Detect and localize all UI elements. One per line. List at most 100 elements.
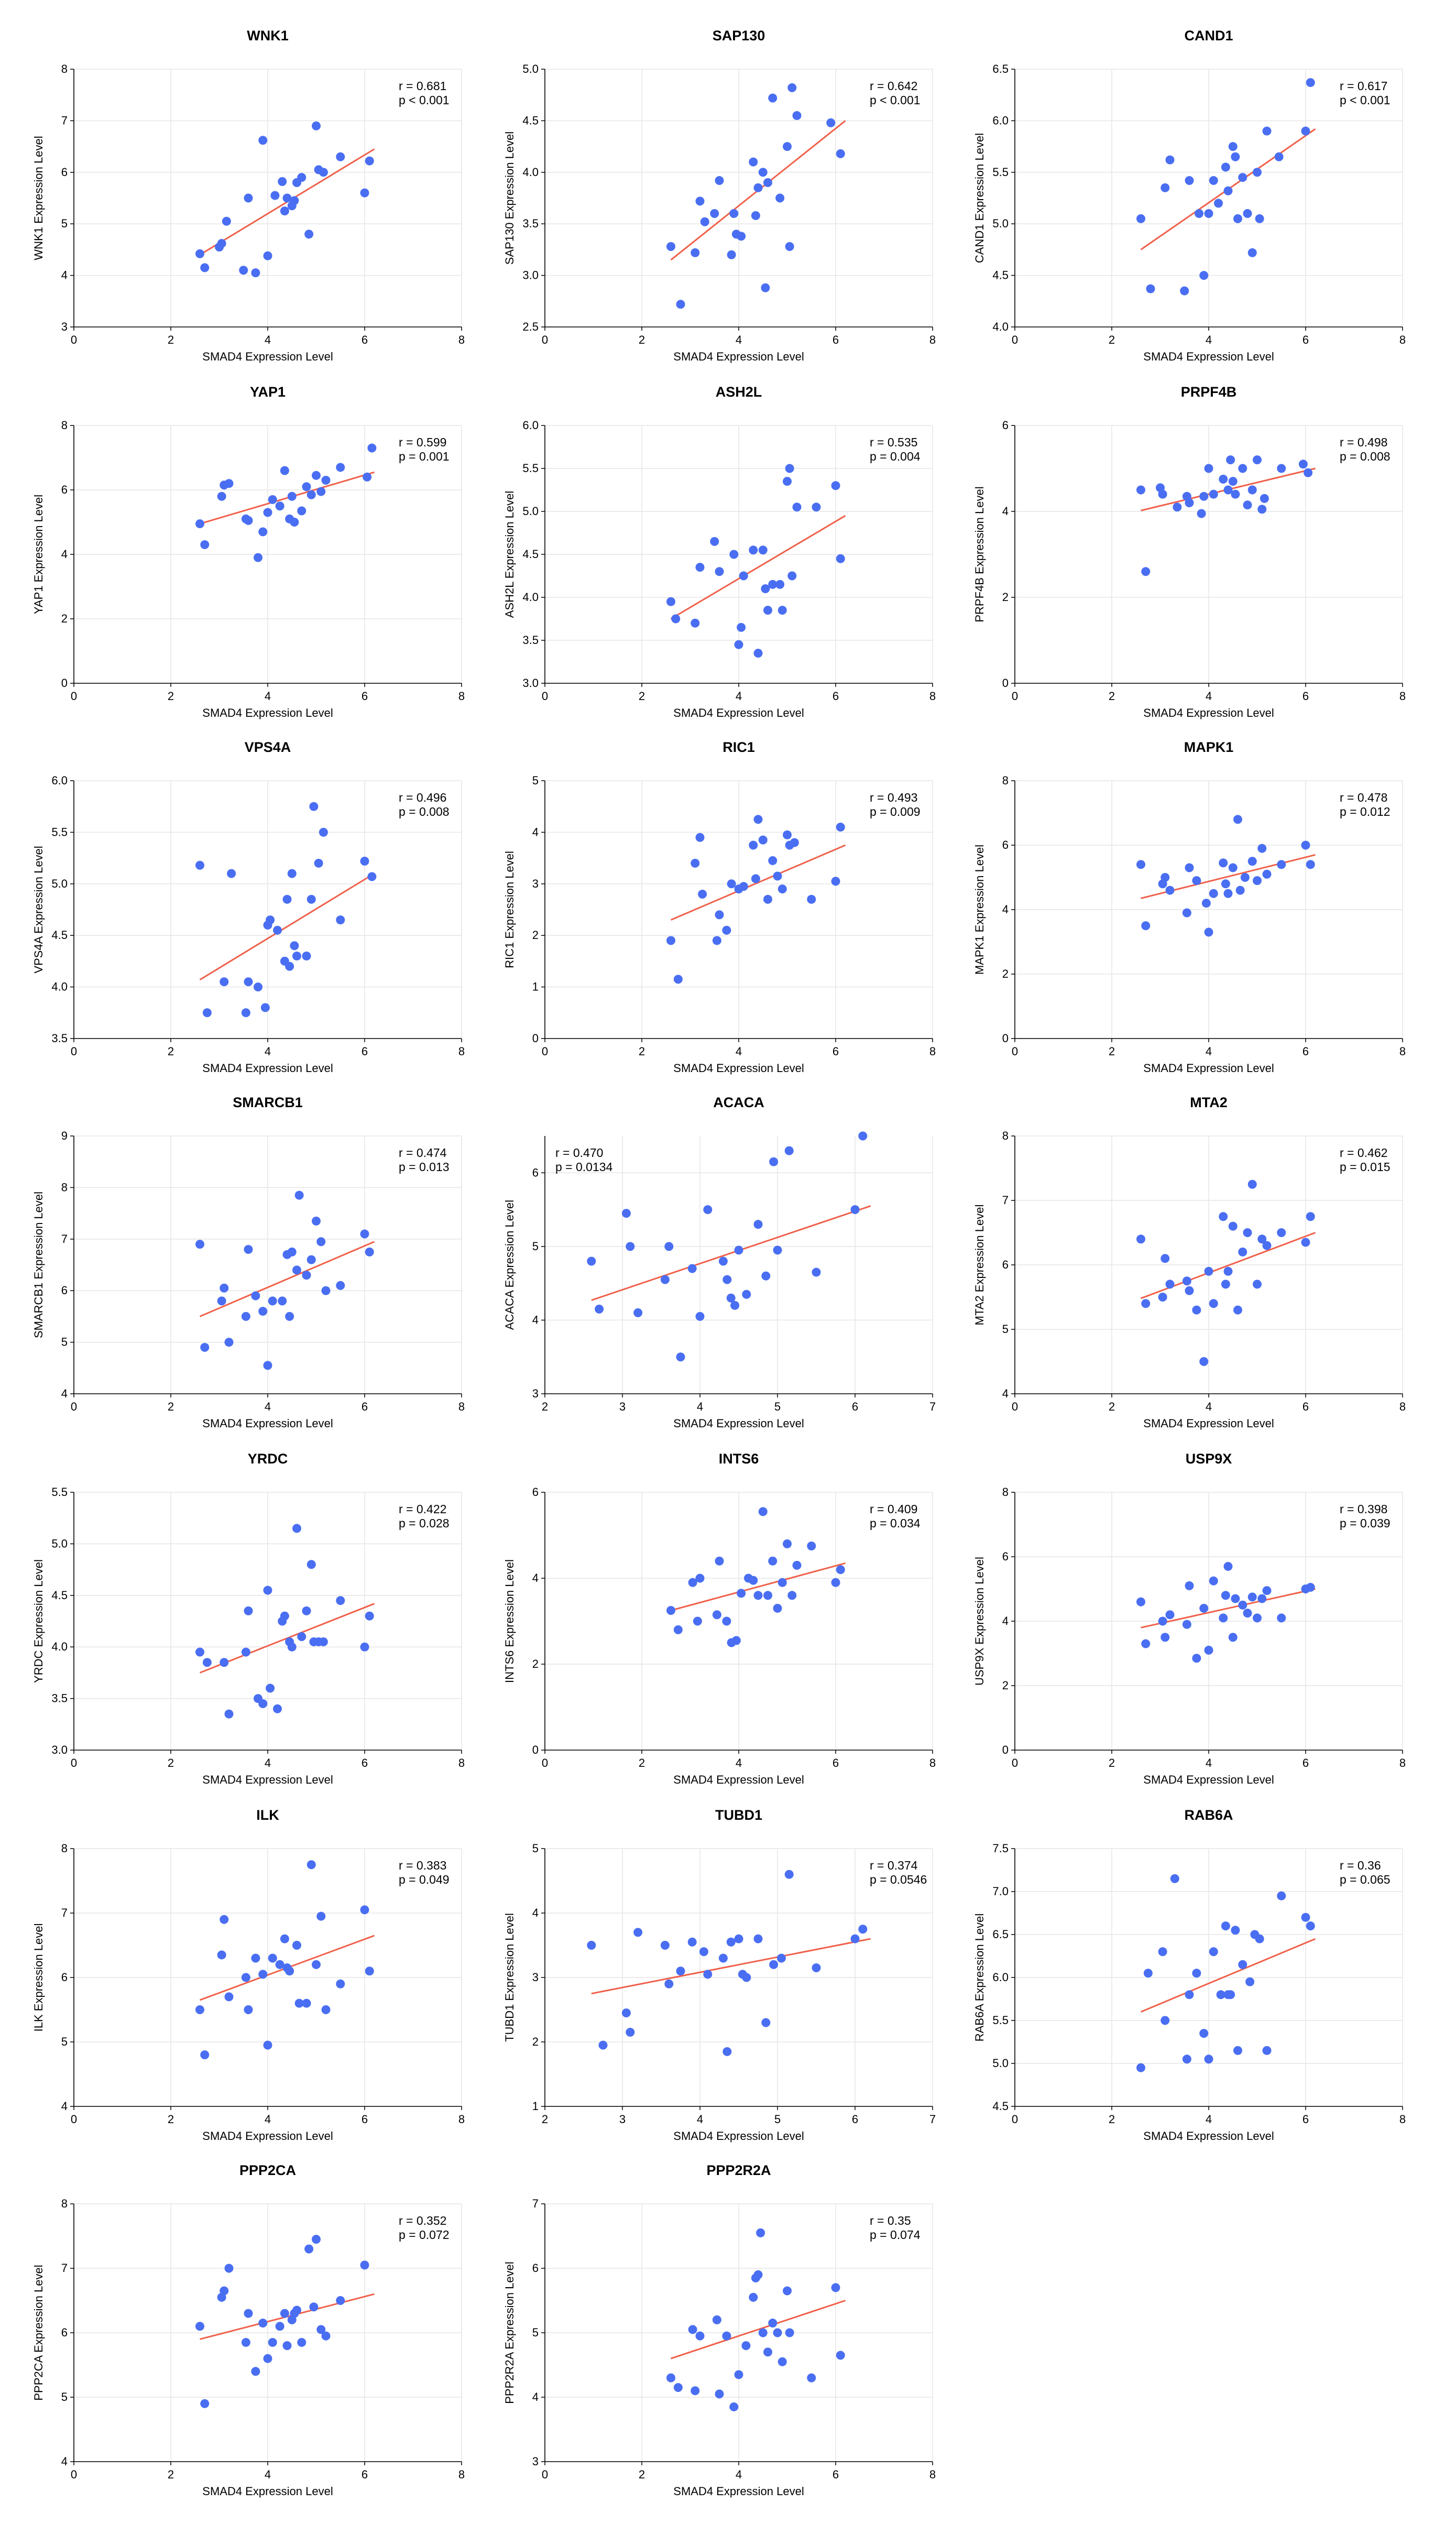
x-tick-label: 6 — [833, 1045, 839, 1058]
y-tick-label: 5.0 — [522, 505, 539, 518]
data-point — [666, 1606, 675, 1615]
data-point — [312, 1960, 321, 1969]
y-tick-label: 5 — [61, 217, 68, 230]
data-point — [695, 833, 705, 842]
data-point — [217, 1296, 226, 1306]
data-point — [251, 2367, 260, 2376]
x-axis-label: SMAD4 Expression Level — [1143, 1773, 1274, 1786]
y-tick-label: 5.5 — [992, 2014, 1009, 2027]
x-tick-label: 2 — [639, 333, 645, 346]
r-value-label: r = 0.474 — [399, 1146, 447, 1160]
data-point — [360, 2260, 369, 2270]
x-tick-label: 4 — [1206, 2113, 1212, 2126]
data-point — [1219, 858, 1228, 868]
data-point — [1199, 271, 1209, 280]
x-tick-label: 2 — [1109, 1756, 1115, 1769]
y-tick-label: 5 — [532, 2326, 539, 2339]
data-point — [1136, 860, 1145, 869]
r-value-label: r = 0.409 — [870, 1502, 917, 1516]
x-tick-label: 4 — [1206, 1400, 1212, 1413]
y-tick-label: 4 — [532, 1906, 539, 1919]
x-tick-label: 2 — [639, 1045, 645, 1058]
r-value-label: r = 0.352 — [399, 2214, 446, 2227]
x-tick-label: 6 — [1302, 2113, 1309, 2126]
chart-title: VPS4A — [245, 739, 291, 755]
y-axis-label: MAPK1 Expression Level — [973, 845, 986, 975]
data-point — [304, 230, 314, 239]
y-tick-label: 3.5 — [51, 1692, 68, 1705]
data-point — [1221, 879, 1230, 889]
data-point — [729, 2402, 739, 2411]
r-value-label: r = 0.374 — [870, 1859, 918, 1872]
y-tick-label: 5.0 — [51, 1537, 68, 1550]
data-point — [753, 1591, 763, 1600]
x-tick-label: 2 — [168, 2113, 174, 2126]
data-point — [621, 2008, 631, 2018]
data-point — [321, 476, 331, 485]
y-tick-label: 5.5 — [51, 825, 68, 838]
x-axis-label: SMAD4 Expression Level — [202, 1062, 333, 1075]
y-tick-label: 4 — [61, 1387, 68, 1400]
x-tick-label: 4 — [265, 1756, 271, 1769]
data-point — [195, 2322, 204, 2331]
data-point — [241, 1647, 250, 1657]
x-axis-label: SMAD4 Expression Level — [202, 2485, 333, 2498]
data-point — [1221, 1280, 1230, 1289]
data-point — [756, 2228, 765, 2237]
data-point — [778, 1578, 787, 1587]
y-axis-label: YRDC Expression Level — [32, 1559, 45, 1683]
data-point — [304, 2244, 314, 2254]
data-point — [316, 2325, 326, 2334]
panel-ash2l: 0 2 4 6 8 3.0 3.5 4.0 4.5 5.0 5.5 6.0 ASH2L SMAD4 Exp… — [503, 384, 936, 719]
data-point — [783, 142, 792, 151]
x-tick-label: 4 — [736, 1045, 742, 1058]
p-value-label: p = 0.072 — [399, 2228, 450, 2242]
y-tick-label: 4 — [61, 269, 68, 282]
p-value-label: p < 0.001 — [399, 93, 450, 107]
y-tick-label: 8 — [61, 1842, 68, 1855]
data-point — [812, 502, 821, 512]
data-point — [1199, 1357, 1209, 1366]
data-point — [200, 2050, 210, 2060]
data-point — [1260, 494, 1269, 503]
data-point — [316, 487, 326, 496]
data-point — [687, 1264, 697, 1273]
data-point — [1197, 509, 1206, 518]
data-point — [763, 606, 772, 615]
data-point — [1185, 176, 1194, 185]
data-point — [785, 2328, 794, 2337]
x-tick-label: 6 — [852, 1400, 858, 1413]
data-point — [703, 1205, 713, 1215]
data-point — [1161, 873, 1170, 882]
x-tick-label: 4 — [1206, 333, 1212, 346]
data-point — [660, 1275, 670, 1284]
x-tick-label: 8 — [1399, 690, 1406, 703]
data-point — [812, 1267, 821, 1277]
x-axis-label: SMAD4 Expression Level — [202, 706, 333, 719]
y-axis-label: PPP2CA Expression Level — [32, 2265, 45, 2400]
x-tick-label: 0 — [542, 690, 548, 703]
data-point — [1165, 1280, 1175, 1289]
data-point — [336, 915, 345, 925]
data-point — [302, 1606, 311, 1615]
y-tick-label: 5 — [532, 1842, 539, 1855]
data-point — [1306, 1582, 1315, 1592]
r-value-label: r = 0.36 — [1340, 1859, 1381, 1872]
data-point — [297, 1632, 306, 1642]
y-tick-label: 6 — [532, 1166, 539, 1179]
data-point — [831, 877, 840, 886]
data-point — [676, 1352, 685, 1362]
data-point — [753, 183, 763, 192]
data-point — [763, 2347, 772, 2357]
data-point — [290, 196, 299, 205]
data-point — [220, 977, 229, 987]
data-point — [1161, 183, 1170, 192]
data-point — [792, 1560, 802, 1570]
y-tick-label: 5.0 — [992, 2057, 1009, 2070]
y-axis-label: TUBD1 Expression Level — [503, 1913, 516, 2042]
data-point — [753, 815, 763, 824]
data-point — [360, 1905, 369, 1915]
data-point — [749, 545, 758, 555]
data-point — [1233, 815, 1242, 824]
y-tick-label: 4.0 — [522, 166, 539, 179]
